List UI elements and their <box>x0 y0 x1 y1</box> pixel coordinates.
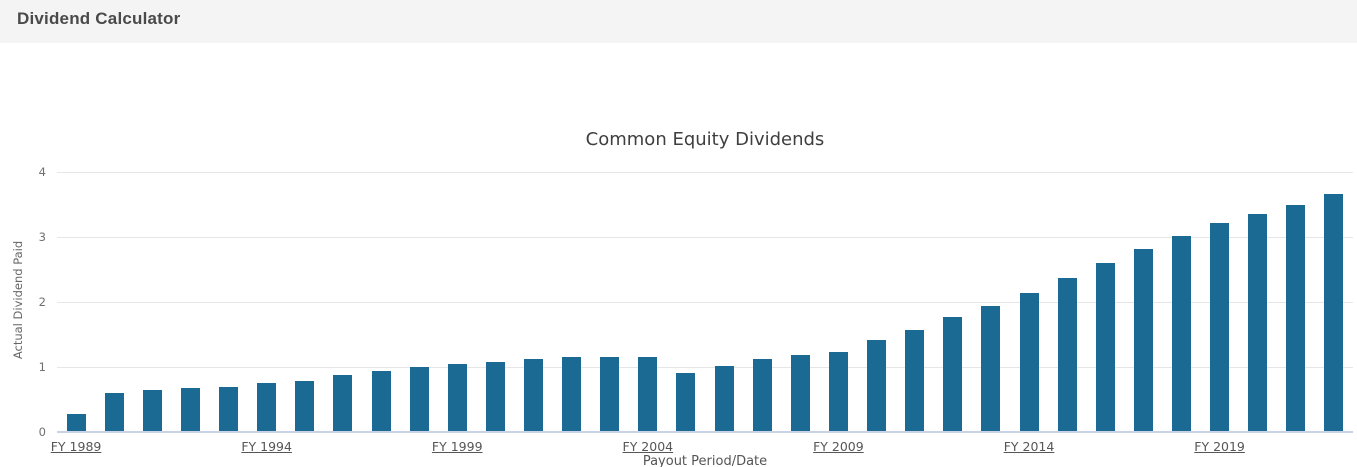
bar-fy-2008[interactable] <box>790 354 810 432</box>
bar-fy-2020[interactable] <box>1248 214 1268 432</box>
bar-fy-2014[interactable] <box>1019 292 1039 432</box>
bar-fy-2000[interactable] <box>485 362 505 432</box>
x-tick-fy-2009[interactable]: FY 2009 <box>813 439 864 454</box>
bar-fy-2021[interactable] <box>1286 205 1306 432</box>
y-tick-label-3: 3 <box>38 229 46 244</box>
bar-fy-2018[interactable] <box>1171 235 1191 432</box>
bar-fy-1993[interactable] <box>219 387 239 432</box>
dividend-chart: Common Equity Dividends Actual Dividend … <box>0 43 1357 467</box>
bar-fy-2004[interactable] <box>638 356 658 432</box>
bar-fy-2013[interactable] <box>981 305 1001 432</box>
x-tick-fy-2019[interactable]: FY 2019 <box>1194 439 1245 454</box>
bar-fy-2007[interactable] <box>752 359 772 432</box>
bar-fy-1997[interactable] <box>371 371 391 432</box>
x-tick-fy-1994[interactable]: FY 1994 <box>241 439 292 454</box>
gridline-y-4 <box>57 172 1353 173</box>
bar-fy-2012[interactable] <box>943 316 963 432</box>
x-axis-line <box>57 431 1353 433</box>
bar-fy-2011[interactable] <box>905 329 925 432</box>
bar-fy-2015[interactable] <box>1057 278 1077 432</box>
chart-title: Common Equity Dividends <box>585 129 825 150</box>
bar-fy-1994[interactable] <box>257 383 277 432</box>
bar-fy-1989[interactable] <box>66 413 86 432</box>
gridline-y-1 <box>57 367 1353 368</box>
bar-fy-2003[interactable] <box>600 356 620 432</box>
bar-fy-1995[interactable] <box>295 380 315 432</box>
bar-fy-1996[interactable] <box>333 375 353 432</box>
x-axis-title: Payout Period/Date <box>642 454 768 467</box>
y-tick-label-0: 0 <box>38 424 46 439</box>
x-tick-fy-2004[interactable]: FY 2004 <box>622 439 674 454</box>
bar-fy-1999[interactable] <box>447 364 467 432</box>
bar-fy-2006[interactable] <box>714 365 734 432</box>
bar-fy-2009[interactable] <box>828 352 848 432</box>
bar-fy-2010[interactable] <box>867 340 887 432</box>
bar-fy-2005[interactable] <box>676 373 696 432</box>
y-tick-label-4: 4 <box>38 165 46 180</box>
bar-fy-2002[interactable] <box>562 356 582 432</box>
bar-fy-1992[interactable] <box>180 388 200 432</box>
gridline-y-2 <box>57 302 1353 303</box>
bar-fy-1998[interactable] <box>409 366 429 432</box>
page-header: Dividend Calculator <box>0 0 1357 43</box>
bar-fy-2019[interactable] <box>1210 223 1230 432</box>
bar-fy-1991[interactable] <box>142 389 162 432</box>
y-tick-label-2: 2 <box>38 294 46 309</box>
y-tick-label-1: 1 <box>38 359 46 374</box>
x-tick-fy-1989[interactable]: FY 1989 <box>50 439 102 454</box>
gridline-y-3 <box>57 237 1353 238</box>
bar-fy-2001[interactable] <box>523 359 543 432</box>
bar-fy-2016[interactable] <box>1095 263 1115 432</box>
bar-fy-1990[interactable] <box>104 392 124 432</box>
page-title: Dividend Calculator <box>17 9 181 28</box>
x-tick-fy-2014[interactable]: FY 2014 <box>1003 439 1055 454</box>
bar-fy-2017[interactable] <box>1133 249 1153 432</box>
x-tick-fy-1999[interactable]: FY 1999 <box>431 439 483 454</box>
bar-fy-2022[interactable] <box>1324 194 1344 432</box>
